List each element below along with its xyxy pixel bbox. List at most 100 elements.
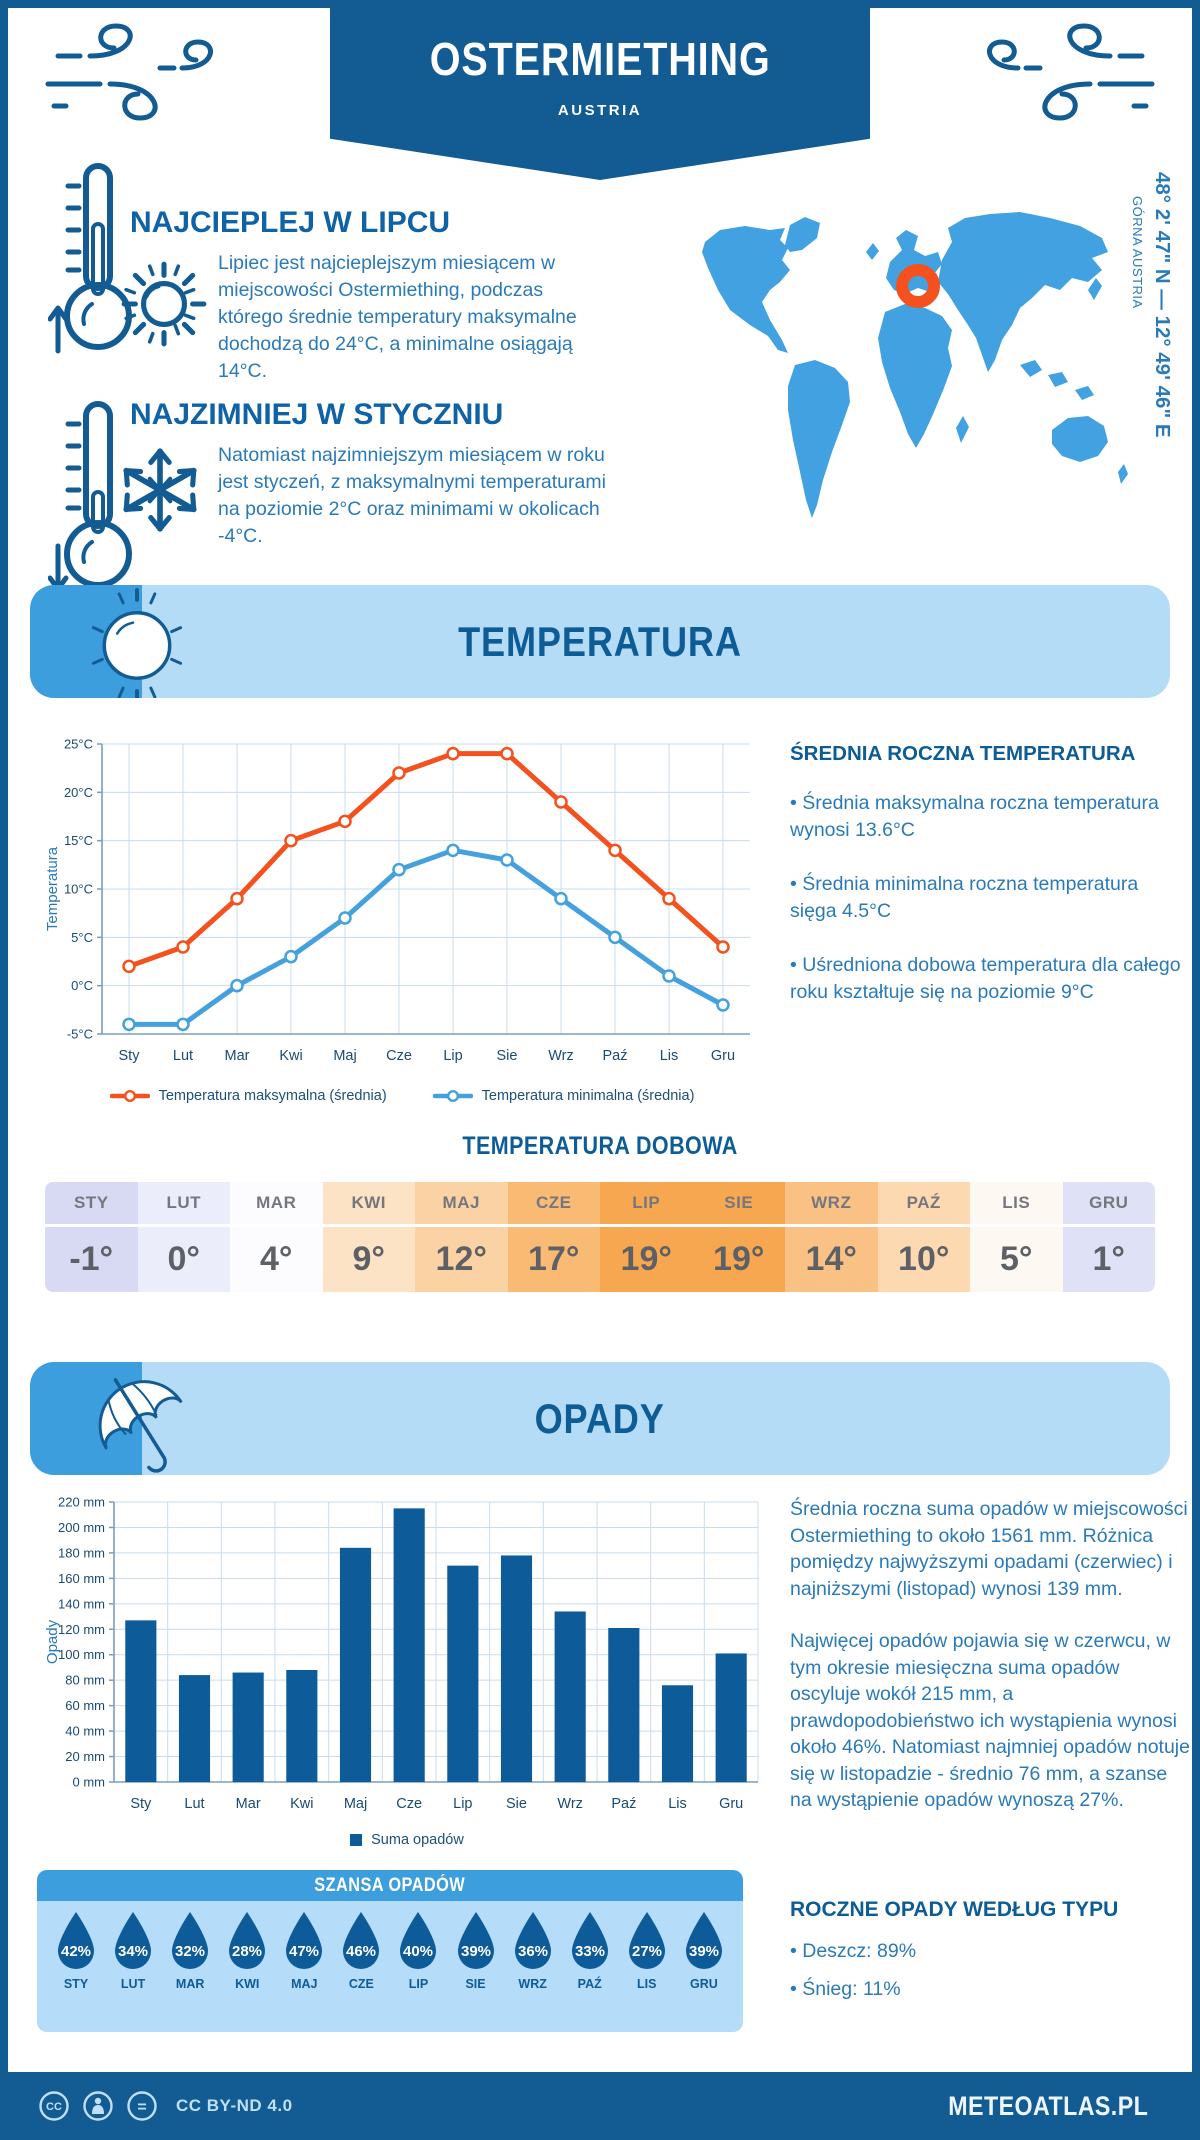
daily-temp-column: CZE 17° xyxy=(507,1182,600,1292)
drop-month-label: LUT xyxy=(120,1977,146,1991)
svg-text:20°C: 20°C xyxy=(64,785,93,800)
precip-chance-header: SZANSA OPADÓW xyxy=(37,1870,743,1901)
svg-text:Kwi: Kwi xyxy=(279,1048,302,1064)
frame-right xyxy=(1192,0,1200,2140)
drop-month-label: MAR xyxy=(175,1977,205,1991)
drop-month-label: STY xyxy=(63,1977,89,1991)
daily-temp-month: CZE xyxy=(507,1182,600,1224)
daily-temp-month: SIE xyxy=(692,1182,785,1224)
daily-temp-month: MAR xyxy=(230,1182,323,1224)
svg-text:-5°C: -5°C xyxy=(67,1027,93,1042)
warmest-heading: NAJCIEPLEJ W LIPCU xyxy=(130,206,451,239)
daily-temp-value: 0° xyxy=(137,1227,230,1292)
drop-month-label: MAJ xyxy=(291,1977,318,1991)
temperature-banner: TEMPERATURA xyxy=(30,585,1170,698)
precip-type-bullet: • Śnieg: 11% xyxy=(790,1978,901,2000)
daily-temp-column: KWI 9° xyxy=(322,1182,415,1292)
legend-item: Suma opadów xyxy=(350,1832,464,1848)
precip-bar xyxy=(447,1565,479,1782)
precip-bar xyxy=(178,1675,211,1782)
umbrella-icon xyxy=(98,1378,183,1473)
frame-left xyxy=(0,0,8,2140)
page-title: OSTERMIETHING xyxy=(429,33,771,85)
droplet-icon: 33% xyxy=(571,1912,608,1969)
wind-icon xyxy=(45,23,213,121)
precipitation-text-block: Średnia roczna suma opadów w miejscowośc… xyxy=(790,1496,1192,1840)
annual-temperature-block: ŚREDNIA ROCZNA TEMPERATURA • Średnia mak… xyxy=(790,742,1190,1033)
svg-text:Gru: Gru xyxy=(719,1796,743,1812)
precip-chance-drop: 33% PAŹ xyxy=(563,1911,617,2032)
page-subtitle: AUSTRIA xyxy=(557,102,643,119)
svg-text:160 mm: 160 mm xyxy=(58,1571,105,1586)
annual-temp-bullet: • Średnia maksymalna roczna temperatura … xyxy=(790,792,1159,841)
precip-chance-drop: 42% STY xyxy=(49,1911,103,2032)
svg-text:Mar: Mar xyxy=(236,1796,261,1812)
drop-month-label: GRU xyxy=(689,1977,718,1991)
svg-text:39%: 39% xyxy=(461,1943,491,1960)
daily-temp-column: WRZ 14° xyxy=(785,1182,878,1292)
annual-temperature-heading: ŚREDNIA ROCZNA TEMPERATURA xyxy=(790,742,1136,765)
svg-text:Paź: Paź xyxy=(603,1048,628,1064)
sun-icon xyxy=(121,261,207,347)
license-label: CC BY-ND 4.0 xyxy=(176,2096,293,2115)
precipitation-banner-title: OPADY xyxy=(534,1394,666,1442)
precip-bar xyxy=(125,1620,157,1782)
svg-text:Maj: Maj xyxy=(344,1796,367,1812)
svg-text:80 mm: 80 mm xyxy=(65,1673,105,1688)
precipitation-paragraph: Najwięcej opadów pojawia się w czerwcu, … xyxy=(790,1630,1190,1811)
svg-text:60 mm: 60 mm xyxy=(65,1698,105,1713)
svg-text:39%: 39% xyxy=(689,1943,719,1960)
svg-text:Cze: Cze xyxy=(386,1048,412,1064)
legend-item: Temperatura minimalna (średnia) xyxy=(432,1088,694,1104)
annual-temp-bullet: • Uśredniona dobowa temperatura dla całe… xyxy=(790,954,1181,1003)
droplet-icon: 27% xyxy=(628,1912,665,1969)
svg-text:Sie: Sie xyxy=(497,1048,518,1064)
daily-temp-column: SIE 19° xyxy=(692,1182,785,1292)
precip-bar xyxy=(286,1670,318,1782)
svg-text:Sie: Sie xyxy=(506,1796,527,1812)
daily-temp-value: 4° xyxy=(230,1227,323,1292)
svg-text:42%: 42% xyxy=(61,1943,91,1960)
region-label: GÓRNA AUSTRIA xyxy=(1130,196,1145,309)
precip-type-bullet: • Deszcz: 89% xyxy=(790,1940,917,1962)
drop-month-label: KWI xyxy=(235,1977,260,1991)
precip-bar xyxy=(339,1547,372,1782)
brand-label: METEOATLAS.PL xyxy=(947,2090,1148,2121)
daily-temp-month: STY xyxy=(45,1182,138,1224)
daily-temp-column: GRU 1° xyxy=(1062,1182,1155,1292)
drop-month-label: PAŹ xyxy=(577,1977,602,1991)
svg-text:34%: 34% xyxy=(118,1943,148,1960)
droplet-icon: 39% xyxy=(685,1912,722,1969)
world-map xyxy=(702,212,1128,518)
temperature-chart: -5°C 0°C 5°C 10°C 15°C 20°C 25°C Sty Lut Mar Kwi Ma… xyxy=(42,728,762,1080)
precipitation-chart-svg: 0 mm 20 mm 40 mm 60 mm 80 mm 100 mm 120 mm 140 … xyxy=(44,1495,759,1812)
precip-chance-drop: 40% LIP xyxy=(391,1911,445,2032)
daily-temperature-title: TEMPERATURA DOBOWA xyxy=(462,1132,738,1160)
header-ribbon: OSTERMIETHING AUSTRIA xyxy=(330,8,870,180)
frame-top xyxy=(0,0,1200,8)
precip-chance-drops: 42% STY 34% LUT 32% MAR 28% KWI 47% MAJ 46% CZE 40% L… xyxy=(37,1901,743,2032)
wind-icon xyxy=(987,23,1155,121)
daily-temp-column: STY -1° xyxy=(45,1182,138,1292)
droplet-icon: 47% xyxy=(286,1912,323,1969)
svg-text:Lip: Lip xyxy=(443,1048,462,1064)
precip-chance-drop: 46% CZE xyxy=(334,1911,388,2032)
svg-text:100 mm: 100 mm xyxy=(58,1647,105,1662)
daily-temp-month: WRZ xyxy=(785,1182,878,1224)
precip-bar xyxy=(715,1653,747,1782)
daily-temp-month: PAŹ xyxy=(877,1182,970,1224)
svg-text:Lis: Lis xyxy=(660,1048,679,1064)
svg-text:Temperatura: Temperatura xyxy=(44,846,61,931)
svg-text:40 mm: 40 mm xyxy=(65,1724,105,1739)
precip-chance-drop: 36% WRZ xyxy=(506,1911,560,2032)
daily-temp-month: LUT xyxy=(137,1182,230,1224)
svg-text:20 mm: 20 mm xyxy=(65,1749,105,1764)
droplet-icon: 46% xyxy=(343,1912,380,1969)
svg-text:Kwi: Kwi xyxy=(290,1796,313,1812)
svg-text:Gru: Gru xyxy=(711,1048,735,1064)
svg-text:=: = xyxy=(137,2099,146,2116)
daily-temp-value: 19° xyxy=(692,1227,785,1292)
footer: CC = CC BY-ND 4.0 METEOATLAS.PL xyxy=(0,2072,1200,2140)
location-marker xyxy=(896,264,940,308)
